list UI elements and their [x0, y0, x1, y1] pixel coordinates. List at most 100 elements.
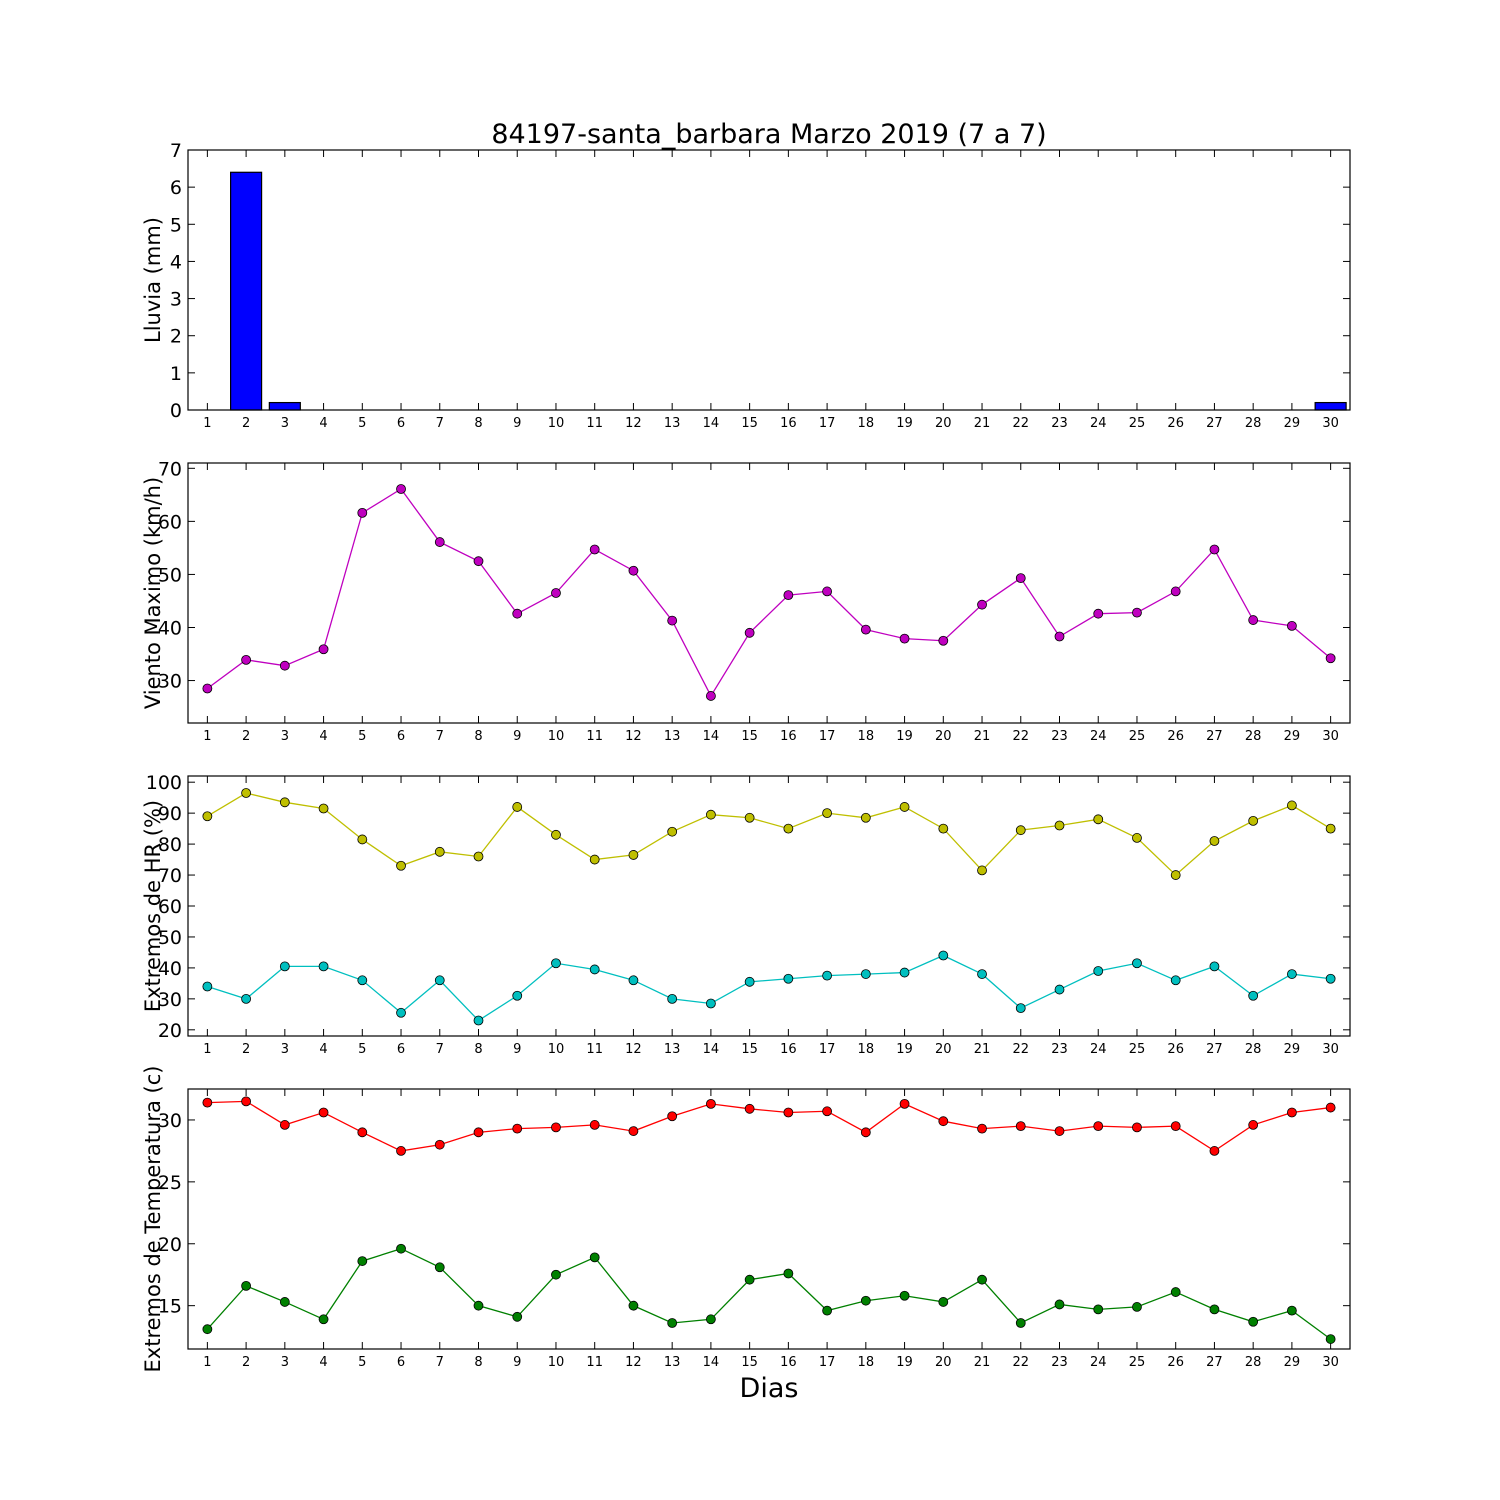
y-tick-label: 15 — [158, 1296, 182, 1318]
wind-point — [1132, 607, 1142, 618]
temp-point — [357, 1127, 368, 1138]
y-axis-label: Lluvia (mm) — [141, 217, 165, 343]
wind-point — [551, 588, 561, 598]
x-tick-label: 24 — [1090, 416, 1107, 431]
hr-point — [1170, 975, 1181, 986]
hr-point — [977, 865, 987, 876]
x-tick-label: 12 — [625, 1042, 642, 1057]
wind-point — [1248, 615, 1259, 625]
y-tick-label: 30 — [158, 671, 182, 693]
x-tick-label: 13 — [664, 1042, 681, 1057]
x-tick-label: 7 — [436, 1355, 444, 1370]
hr-point — [1325, 823, 1336, 834]
temp-point — [589, 1252, 600, 1263]
x-tick-label: 24 — [1090, 729, 1107, 744]
y-tick-label: 80 — [158, 834, 182, 856]
x-tick-label: 21 — [974, 729, 991, 744]
temp-point — [434, 1139, 445, 1150]
x-tick-label: 29 — [1284, 1355, 1301, 1370]
x-tick-label: 14 — [703, 729, 720, 744]
x-tick-label: 8 — [474, 1355, 482, 1370]
y-tick-label: 30 — [158, 989, 182, 1011]
hr-point — [241, 993, 252, 1004]
x-tick-label: 3 — [281, 1355, 289, 1370]
temp-point — [744, 1103, 755, 1114]
x-tick-label: 26 — [1167, 416, 1184, 431]
y-tick-label: 3 — [170, 289, 182, 311]
x-tick-label: 2 — [242, 416, 250, 431]
hr-point — [241, 788, 252, 798]
hr-point — [551, 829, 561, 840]
x-tick-label: 1 — [203, 1355, 211, 1370]
x-tick-label: 16 — [780, 1042, 797, 1057]
temp-point — [706, 1098, 716, 1109]
temp-point — [551, 1269, 561, 1280]
hr-point — [202, 811, 213, 822]
x-tick-label: 23 — [1051, 1042, 1068, 1057]
x-tick-label: 14 — [703, 1355, 720, 1370]
temp-point — [783, 1107, 794, 1118]
hr-point — [512, 990, 523, 1001]
x-tick-label: 27 — [1206, 1042, 1223, 1057]
x-tick-label: 29 — [1284, 416, 1301, 431]
x-tick-label: 5 — [358, 416, 366, 431]
hr-point — [396, 1007, 406, 1018]
temp-point — [822, 1305, 832, 1316]
x-tick-label: 14 — [703, 416, 720, 431]
temp-point — [318, 1314, 329, 1325]
y-tick-label: 4 — [170, 251, 182, 273]
x-tick-label: 17 — [819, 416, 836, 431]
x-tick-label: 16 — [780, 416, 797, 431]
x-tick-label: 19 — [896, 1355, 913, 1370]
temp-point — [1325, 1102, 1336, 1113]
hr-point — [667, 826, 678, 837]
x-tick-label: 27 — [1206, 416, 1223, 431]
hr-point — [822, 808, 832, 819]
hr-point — [667, 993, 678, 1004]
x-tick-label: 19 — [896, 729, 913, 744]
hr-point — [1209, 961, 1220, 972]
temp-point — [512, 1311, 523, 1322]
temp-point — [1325, 1334, 1336, 1344]
hr-series-line — [207, 792, 1331, 876]
wind-point — [1325, 653, 1336, 664]
temp-point — [279, 1120, 290, 1130]
x-tick-label: 18 — [858, 729, 875, 744]
x-tick-label: 9 — [513, 416, 521, 431]
hr-point — [1132, 958, 1142, 969]
x-tick-label: 4 — [319, 416, 327, 431]
y-tick-label: 5 — [170, 214, 182, 236]
hr-point — [279, 961, 290, 972]
hr-series-line — [207, 954, 1331, 1022]
temp-point — [1054, 1126, 1065, 1136]
hr-point — [318, 961, 329, 972]
temp-point — [1209, 1146, 1220, 1156]
x-tick-label: 23 — [1051, 729, 1068, 744]
wind-point — [1287, 620, 1297, 631]
x-tick-label: 7 — [436, 729, 444, 744]
rain-bar — [1314, 401, 1347, 411]
rain-bar — [230, 171, 263, 411]
temp-point — [512, 1123, 523, 1134]
y-tick-label: 40 — [158, 958, 182, 980]
temp-point — [1054, 1299, 1065, 1310]
temp-point — [473, 1300, 484, 1311]
hr-point — [977, 969, 987, 979]
axes-frame — [187, 149, 1351, 411]
temp-point — [744, 1274, 755, 1285]
wind-point — [318, 644, 329, 655]
wind-point — [396, 484, 406, 494]
x-tick-label: 8 — [474, 729, 482, 744]
y-tick-label: 7 — [170, 140, 182, 162]
x-tick-label: 6 — [397, 1042, 405, 1057]
x-tick-label: 28 — [1245, 416, 1262, 431]
temp-point — [938, 1297, 949, 1307]
x-tick-label: 27 — [1206, 1355, 1223, 1370]
x-tick-label: 18 — [858, 416, 875, 431]
temp-point — [1132, 1122, 1142, 1133]
temp-series-line — [207, 1100, 1331, 1152]
x-tick-label: 13 — [664, 416, 681, 431]
x-tick-label: 2 — [242, 1355, 250, 1370]
